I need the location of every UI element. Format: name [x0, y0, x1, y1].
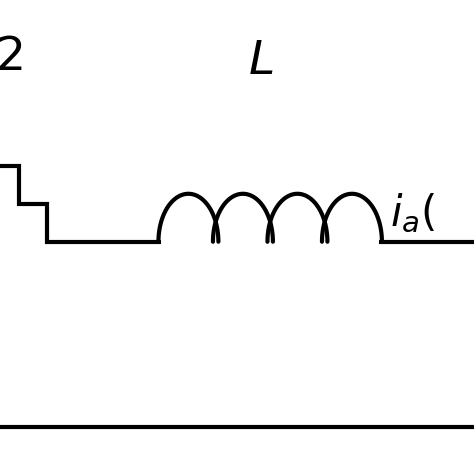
- Text: $i_a($: $i_a($: [390, 191, 435, 235]
- Text: $2$: $2$: [0, 34, 23, 80]
- Text: $L$: $L$: [248, 39, 273, 84]
